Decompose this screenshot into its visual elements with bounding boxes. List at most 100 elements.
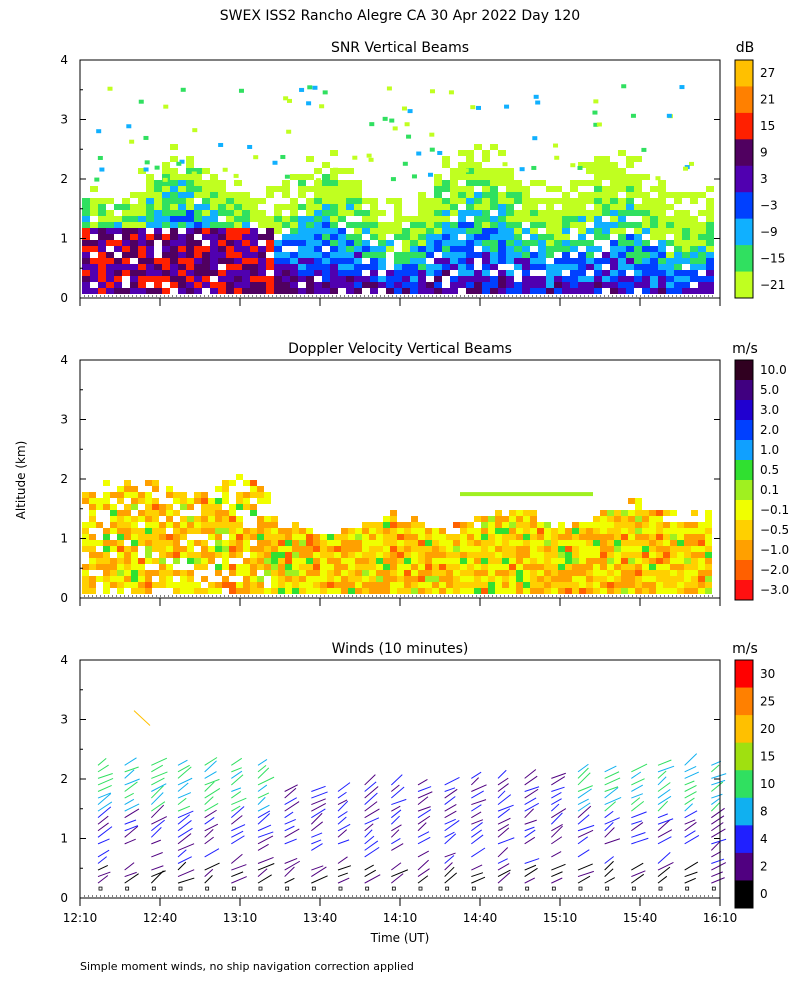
doppler-cell — [537, 558, 544, 564]
wind-barb — [657, 782, 671, 792]
doppler-cell — [460, 570, 467, 576]
wind-barb — [151, 757, 168, 766]
wind-barb — [97, 875, 109, 884]
wind-barb — [364, 817, 380, 825]
wind-barb — [444, 862, 453, 871]
doppler-cell — [152, 510, 159, 516]
doppler-cell — [208, 588, 215, 594]
doppler-cell — [124, 534, 131, 540]
snr-cell — [138, 282, 146, 288]
snr-cell — [562, 240, 570, 246]
wind-barb — [684, 861, 699, 871]
doppler-cell — [467, 564, 474, 570]
snr-cell — [346, 258, 354, 264]
doppler-cell — [509, 552, 516, 558]
doppler-cell — [446, 576, 453, 582]
snr-cell — [562, 198, 570, 204]
doppler-cell — [670, 552, 677, 558]
doppler-cell — [110, 558, 117, 564]
snr-cell — [474, 204, 482, 210]
snr-cell — [210, 198, 218, 204]
snr-cell — [674, 240, 682, 246]
wind-barb — [151, 777, 165, 786]
doppler-cell — [544, 582, 551, 588]
doppler-cell — [306, 546, 313, 552]
doppler-cell — [222, 510, 229, 516]
snr-cell — [178, 270, 186, 276]
doppler-cell — [341, 546, 348, 552]
doppler-cell — [579, 588, 586, 594]
doppler-cell — [292, 540, 299, 546]
doppler-cell — [159, 552, 166, 558]
doppler-cell — [173, 552, 180, 558]
snr-cell — [442, 270, 450, 276]
doppler-cell — [369, 552, 376, 558]
snr-cell — [274, 216, 282, 222]
snr-cell — [578, 270, 586, 276]
snr-cell — [370, 282, 378, 288]
doppler-cell — [89, 498, 96, 504]
snr-cell — [218, 240, 226, 246]
doppler-cell — [502, 540, 509, 546]
wind-barb — [684, 835, 700, 845]
snr-cell — [370, 216, 378, 222]
wind-barb — [390, 829, 400, 838]
wind-barb — [684, 753, 698, 766]
snr-cell — [298, 228, 306, 234]
snr-cell — [234, 252, 242, 258]
snr-speck — [437, 150, 443, 155]
doppler-cell — [649, 522, 656, 528]
doppler-cell — [537, 570, 544, 576]
wind-barb — [177, 827, 193, 838]
snr-speck — [138, 99, 144, 104]
snr-cell — [666, 288, 674, 294]
snr-speck — [689, 161, 695, 166]
snr-cell — [114, 270, 122, 276]
doppler-cell — [215, 516, 222, 522]
snr-cell — [218, 288, 226, 294]
snr-cell — [506, 258, 514, 264]
doppler-layer — [495, 492, 502, 497]
snr-cell — [130, 246, 138, 252]
doppler-cell — [495, 576, 502, 582]
snr-cell — [186, 156, 194, 162]
snr-cell — [210, 192, 218, 198]
snr-cell — [114, 222, 122, 228]
x-axis-label: Time (UT) — [370, 931, 430, 945]
snr-cell — [378, 252, 386, 258]
wind-barb — [551, 776, 566, 786]
doppler-cell — [257, 558, 264, 564]
snr-cell — [146, 246, 154, 252]
doppler-cell — [600, 552, 607, 558]
snr-cell — [442, 228, 450, 234]
doppler-cell — [124, 546, 131, 552]
doppler-cell — [320, 564, 327, 570]
wind-barb — [391, 798, 407, 806]
colorbar-swatch — [735, 742, 753, 771]
colorbar-swatch — [735, 460, 753, 481]
snr-cell — [186, 264, 194, 270]
doppler-cell — [201, 510, 208, 516]
wind-barb — [337, 800, 349, 812]
doppler-cell — [495, 522, 502, 528]
doppler-cell — [110, 582, 117, 588]
snr-cell — [578, 288, 586, 294]
snr-cell — [498, 210, 506, 216]
doppler-cell — [474, 564, 481, 570]
doppler-cell — [334, 564, 341, 570]
snr-cell — [562, 258, 570, 264]
doppler-cell — [537, 582, 544, 588]
snr-speck — [143, 135, 149, 140]
wind-barb — [364, 874, 381, 884]
snr-cell — [426, 234, 434, 240]
snr-cell — [458, 186, 466, 192]
doppler-cell — [488, 564, 495, 570]
doppler-cell — [264, 558, 271, 564]
doppler-cell — [117, 576, 124, 582]
doppler-cell — [222, 564, 229, 570]
doppler-cell — [593, 540, 600, 546]
snr-cell — [314, 186, 322, 192]
doppler-cell — [474, 588, 481, 594]
snr-cell — [218, 210, 226, 216]
